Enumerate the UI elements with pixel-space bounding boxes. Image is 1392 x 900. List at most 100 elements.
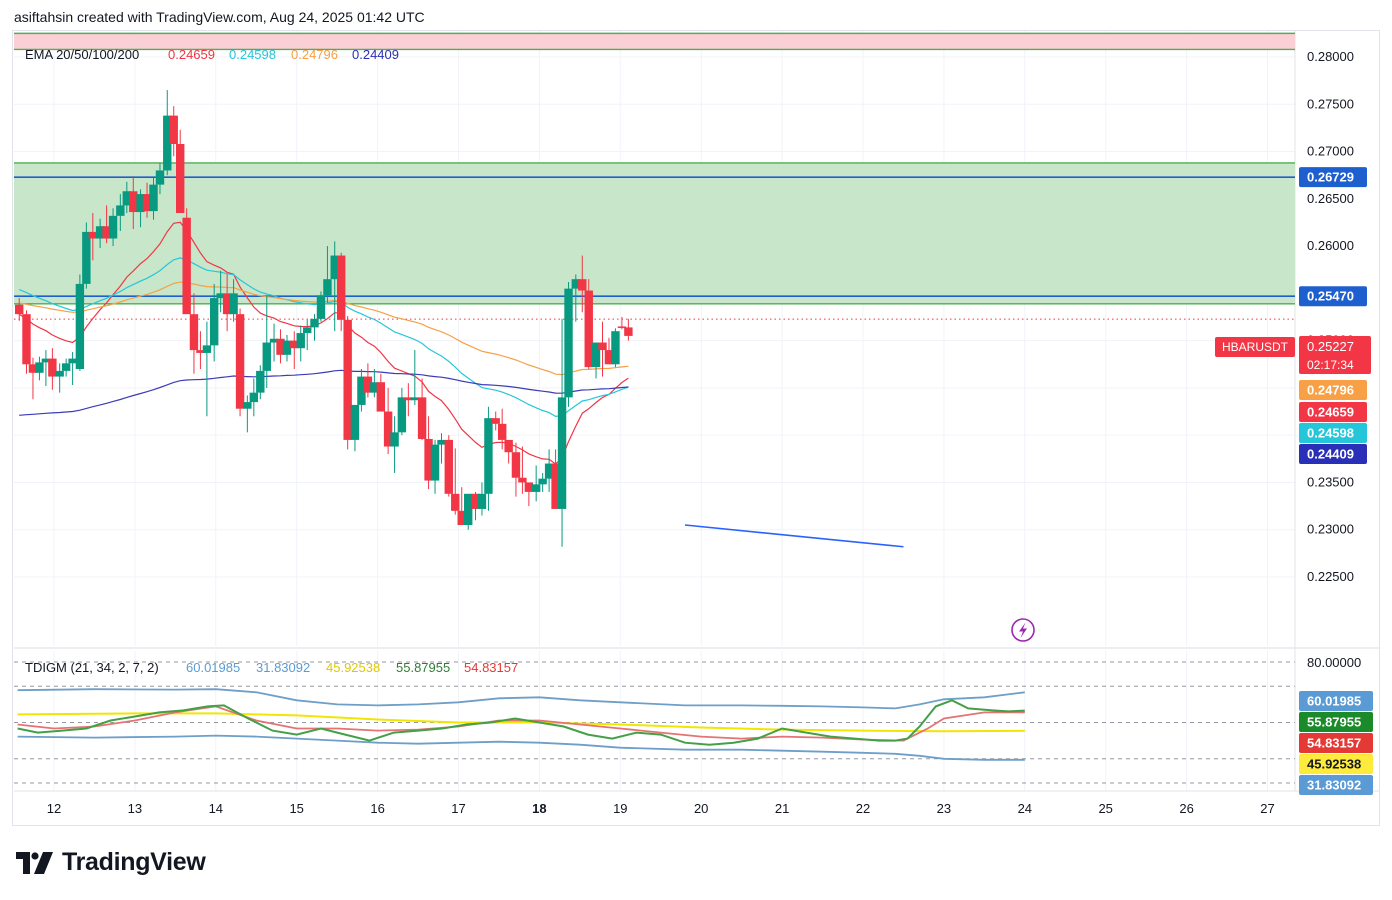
chart-canvas[interactable]: 80.00000 60.01985 55.87955 54.83157 45.92538… — [13, 31, 1379, 825]
candle-down — [28, 364, 38, 373]
candle-down — [182, 217, 191, 315]
ema50-value: 0.24598 — [229, 47, 276, 62]
ema-legend-title: EMA 20/50/100/200 — [25, 47, 139, 62]
candle-down — [276, 338, 285, 355]
last-price-label: 0.25227 — [1307, 339, 1354, 354]
price-tick-label: 0.28000 — [1307, 49, 1354, 64]
candle-up — [269, 338, 279, 343]
time-tick-label: 17 — [451, 801, 465, 816]
candle-down — [511, 452, 521, 478]
countdown-label: 02:17:34 — [1307, 358, 1354, 372]
osc-badge-label: 55.87955 — [1307, 715, 1361, 730]
tdigm-value-5: 54.83157 — [464, 660, 518, 675]
candle-up — [61, 363, 71, 371]
zone-1 — [14, 33, 1295, 50]
candle-down — [518, 477, 527, 483]
price-badge-label: 0.25470 — [1307, 289, 1354, 304]
candle-down — [189, 314, 199, 351]
lightning-icon[interactable] — [1011, 618, 1035, 642]
time-tick-label: 27 — [1260, 801, 1274, 816]
tradingview-logo-icon — [16, 851, 53, 874]
candle-down — [336, 255, 346, 320]
candle-up — [296, 333, 305, 349]
price-badge — [1299, 423, 1367, 443]
candle-up — [397, 397, 407, 433]
symbol-badge — [1215, 337, 1295, 357]
price-badge — [1299, 167, 1367, 188]
candle-down — [15, 304, 24, 315]
time-tick-label: 20 — [694, 801, 708, 816]
candle-up — [155, 170, 165, 185]
price-badge-label: 0.26729 — [1307, 170, 1354, 185]
price-badge — [1299, 402, 1367, 422]
osc-badge-label: 31.83092 — [1307, 778, 1361, 793]
time-tick-label: 14 — [209, 801, 223, 816]
price-tick-label: 0.26000 — [1307, 238, 1354, 253]
candle-up — [108, 215, 118, 239]
candle-up — [370, 382, 379, 393]
candle-up — [357, 376, 366, 405]
candle-down — [604, 350, 614, 365]
candle-down — [551, 463, 560, 509]
time-tick-label: 13 — [128, 801, 142, 816]
candle-up — [464, 493, 473, 525]
candle-down — [142, 194, 152, 212]
candle-up — [538, 478, 547, 485]
time-tick-label: 18 — [532, 801, 546, 816]
candle-down — [404, 397, 413, 401]
zone-0 — [14, 162, 1295, 304]
candle-down — [457, 510, 466, 525]
candle-down — [102, 226, 111, 239]
candle-up — [41, 358, 51, 363]
candle-up — [68, 358, 77, 364]
candle-down — [584, 290, 593, 368]
support-trendline — [684, 524, 904, 548]
candle-down — [88, 231, 98, 239]
tradingview-logo[interactable]: TradingView — [16, 848, 206, 877]
candle-up — [202, 345, 212, 353]
candle-up — [477, 493, 487, 509]
candle-up — [330, 255, 339, 280]
ema20-line — [18, 221, 629, 465]
candle-down — [497, 423, 507, 440]
candle-up — [282, 340, 292, 355]
candle-up — [216, 293, 225, 299]
price-badge — [1299, 380, 1367, 400]
candle-down — [617, 326, 627, 328]
price-tick-label: 0.27000 — [1307, 144, 1354, 159]
candle-up — [323, 279, 332, 296]
last-price-badge — [1299, 336, 1371, 374]
candle-up — [303, 327, 312, 334]
candle-up — [591, 342, 601, 368]
candle-up — [564, 288, 573, 398]
candle-up — [531, 484, 541, 492]
candle-down — [491, 418, 500, 424]
tdigm-oscillator: 80.00000 60.01985 55.87955 54.83157 45.92538… — [14, 655, 1373, 795]
candle-down — [524, 482, 534, 492]
candle-down — [376, 382, 386, 412]
ema100-value: 0.24796 — [291, 47, 338, 62]
candle-up — [116, 205, 125, 216]
osc-upper-band-line — [17, 688, 1025, 710]
candle-up — [316, 295, 326, 319]
candle-up — [75, 283, 85, 369]
candlesticks — [15, 90, 633, 547]
candle-down — [176, 143, 185, 213]
candle-up — [557, 397, 567, 509]
candle-up — [437, 439, 446, 445]
candle-down — [624, 327, 633, 336]
osc-badge-label: 54.83157 — [1307, 736, 1361, 751]
candle-down — [444, 439, 453, 494]
candle-up — [136, 194, 145, 213]
time-tick-label: 21 — [775, 801, 789, 816]
osc-badge — [1299, 691, 1373, 711]
candle-down — [383, 411, 393, 447]
candle-up — [163, 115, 172, 171]
osc-badge-label: 45.92538 — [1307, 757, 1361, 772]
grid-lines — [14, 31, 1379, 792]
candle-up — [410, 397, 420, 401]
price-badge — [1299, 444, 1367, 464]
candle-down — [196, 350, 205, 353]
osc-badge — [1299, 712, 1373, 732]
osc-green-line — [17, 699, 1025, 746]
